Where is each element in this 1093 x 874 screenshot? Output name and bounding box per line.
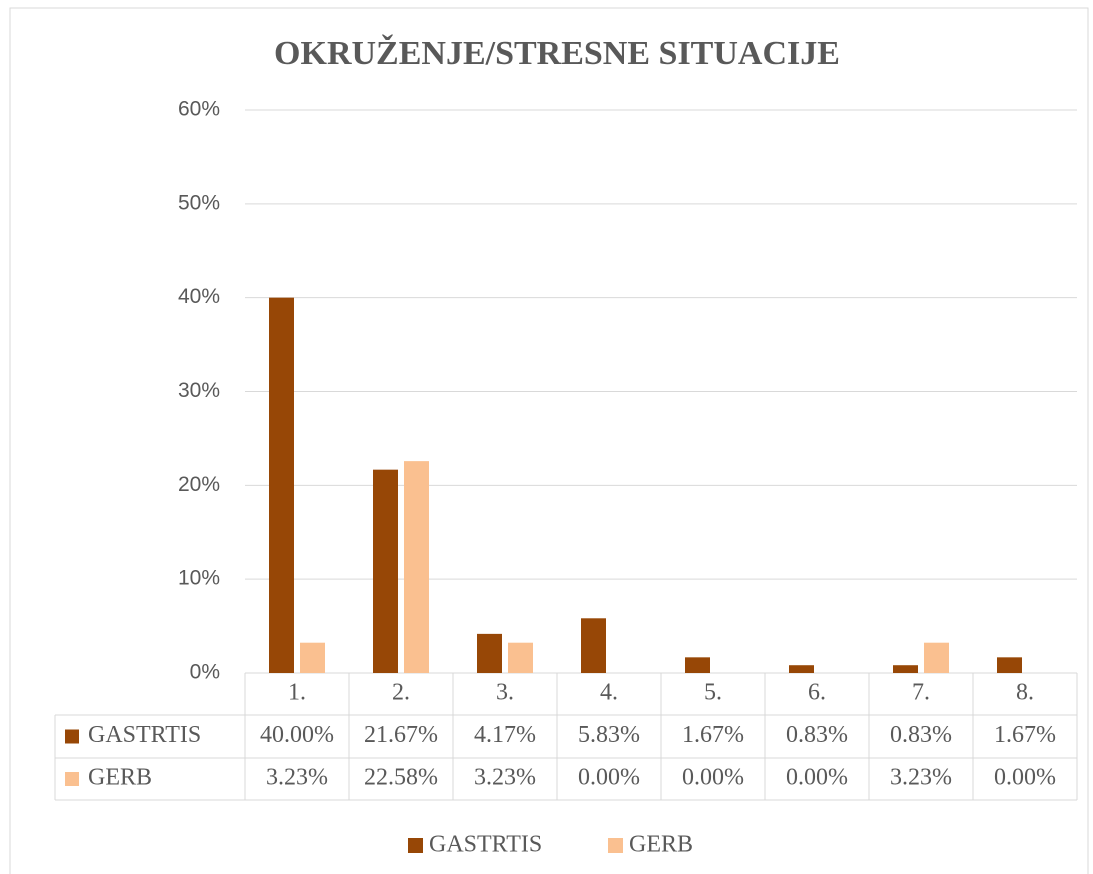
y-tick-label: 40% (178, 285, 220, 308)
y-tick-label: 50% (178, 191, 220, 214)
table-series-name: GERB (88, 765, 152, 791)
table-value: 22.58% (364, 765, 438, 791)
table-series-name: GASTRTIS (88, 722, 201, 748)
x-tick-label: 6. (808, 680, 826, 706)
table-value: 1.67% (682, 722, 744, 748)
table-value: 40.00% (260, 722, 334, 748)
table-value: 1.67% (994, 722, 1056, 748)
bar (300, 642, 325, 673)
bar (269, 297, 294, 673)
x-tick-label: 7. (912, 680, 930, 706)
y-tick-label: 20% (178, 473, 220, 496)
table-value: 21.67% (364, 722, 438, 748)
y-tick-label: 10% (178, 567, 220, 590)
bar (685, 657, 710, 673)
x-tick-label: 2. (392, 680, 410, 706)
table-value: 0.00% (994, 765, 1056, 791)
table-value: 0.83% (890, 722, 952, 748)
bar (373, 469, 398, 673)
table-value: 3.23% (266, 765, 328, 791)
legend-label: GASTRTIS (429, 832, 542, 858)
table-legend-key (65, 729, 79, 744)
x-tick-label: 5. (704, 680, 722, 706)
table-value: 3.23% (890, 765, 952, 791)
bar (789, 665, 814, 673)
bar (508, 642, 533, 673)
bar (581, 618, 606, 673)
table-value: 0.00% (786, 765, 848, 791)
legend-key (408, 838, 423, 853)
table-value: 5.83% (578, 722, 640, 748)
y-tick-label: 30% (178, 379, 220, 402)
bar (893, 665, 918, 673)
bar (924, 642, 949, 673)
y-tick-label: 60% (178, 98, 220, 121)
x-tick-label: 4. (600, 680, 618, 706)
x-tick-label: 1. (288, 680, 306, 706)
table-value: 4.17% (474, 722, 536, 748)
bar (997, 657, 1022, 673)
table-value: 0.83% (786, 722, 848, 748)
bar (477, 633, 502, 673)
chart-border (9, 7, 1089, 874)
table-value: 3.23% (474, 765, 536, 791)
x-tick-label: 3. (496, 680, 514, 706)
table-legend-key (65, 772, 79, 786)
chart-title: OKRUŽENJE/STRESNE SITUACIJE (274, 34, 840, 72)
legend-key (608, 838, 623, 853)
bar (404, 461, 429, 673)
table-value: 0.00% (578, 765, 640, 791)
table-value: 0.00% (682, 765, 744, 791)
x-tick-label: 8. (1016, 680, 1034, 706)
legend-label: GERB (629, 832, 693, 858)
y-tick-label: 0% (190, 661, 220, 684)
